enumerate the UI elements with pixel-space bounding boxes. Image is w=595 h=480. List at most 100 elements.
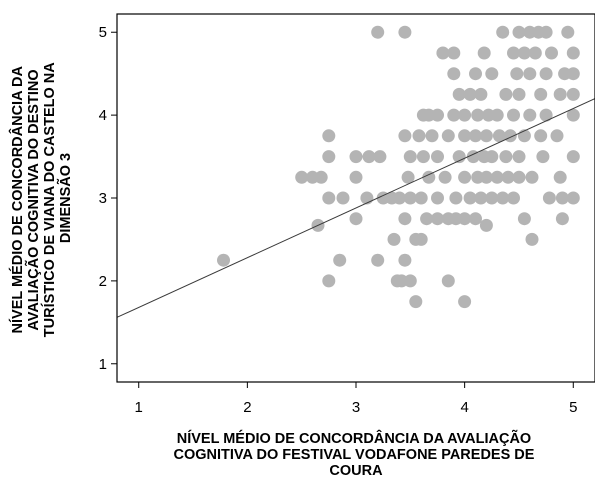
data-point	[393, 191, 406, 205]
data-point	[371, 25, 385, 39]
x-tick-label: 3	[352, 399, 360, 416]
data-point	[539, 67, 553, 81]
data-point	[525, 232, 539, 246]
data-point	[436, 46, 450, 60]
data-point	[474, 191, 488, 205]
data-point	[471, 108, 485, 122]
data-point	[553, 87, 567, 101]
data-point	[349, 150, 363, 164]
data-point	[431, 191, 444, 205]
data-point	[555, 212, 569, 226]
data-point	[512, 87, 526, 101]
data-points	[217, 25, 580, 309]
data-point	[295, 170, 309, 184]
data-point	[401, 170, 415, 184]
data-point	[452, 87, 466, 101]
data-point	[555, 191, 569, 205]
data-point	[449, 191, 463, 205]
data-point	[422, 170, 436, 184]
data-point	[469, 129, 482, 143]
data-point	[536, 150, 550, 164]
x-tick-label: 2	[243, 399, 251, 416]
data-point	[458, 129, 472, 143]
data-point	[414, 232, 428, 246]
plot-frame	[116, 13, 595, 383]
data-point	[512, 25, 526, 39]
data-point	[431, 212, 444, 226]
data-point	[403, 150, 417, 164]
data-point	[398, 25, 412, 39]
y-tick-label: 5	[99, 24, 107, 41]
data-point	[322, 274, 336, 288]
y-axis-ticks: 1 2 3 4 5	[99, 24, 117, 373]
data-point	[479, 129, 493, 143]
data-point	[371, 253, 385, 267]
data-point	[566, 150, 580, 164]
data-point	[322, 150, 336, 164]
data-point	[349, 212, 363, 226]
data-point	[469, 67, 482, 81]
data-point	[416, 150, 430, 164]
data-point	[458, 295, 472, 309]
data-point	[534, 87, 548, 101]
y-axis-title-line-4: DIMENSÃO 3	[56, 153, 74, 243]
data-point	[550, 129, 564, 143]
x-tick-label: 1	[135, 399, 143, 416]
data-point	[566, 46, 580, 60]
data-point	[539, 25, 553, 39]
data-point	[501, 170, 515, 184]
data-point	[412, 129, 426, 143]
data-point	[477, 46, 491, 60]
data-point	[336, 191, 350, 205]
data-point	[507, 191, 520, 205]
data-point	[441, 274, 455, 288]
data-point	[398, 129, 412, 143]
data-point	[517, 46, 531, 60]
data-point	[545, 46, 558, 60]
data-point	[447, 108, 461, 122]
data-point	[447, 46, 461, 60]
data-point	[512, 150, 526, 164]
data-point	[469, 212, 482, 226]
data-point	[523, 67, 537, 81]
data-point	[447, 67, 461, 81]
data-point	[490, 170, 504, 184]
data-point	[373, 150, 387, 164]
data-point	[510, 67, 524, 81]
data-point	[431, 150, 444, 164]
data-point	[349, 170, 363, 184]
data-point	[490, 108, 504, 122]
data-point	[485, 150, 499, 164]
regression-line	[116, 98, 595, 318]
data-point	[566, 108, 580, 122]
data-point	[539, 108, 553, 122]
data-point	[496, 191, 510, 205]
data-point	[517, 212, 531, 226]
data-point	[512, 170, 526, 184]
data-point	[463, 87, 477, 101]
data-point	[503, 129, 517, 143]
data-point	[566, 191, 580, 205]
data-point	[553, 170, 567, 184]
data-point	[398, 212, 412, 226]
data-point	[466, 150, 480, 164]
x-tick-label: 5	[569, 399, 577, 416]
y-axis-title-line-2: AVALIAÇÃO COGNITIVA DO DESTINO	[24, 69, 42, 330]
x-axis-ticks: 1 2 3 4 5	[135, 382, 577, 416]
data-point	[438, 170, 452, 184]
data-point	[333, 253, 347, 267]
data-point	[566, 87, 580, 101]
data-point	[463, 191, 477, 205]
y-tick-label: 3	[99, 190, 107, 207]
data-point	[566, 67, 580, 81]
y-tick-label: 2	[99, 273, 107, 290]
data-point	[458, 212, 472, 226]
data-point	[479, 170, 493, 184]
data-point	[452, 150, 466, 164]
data-point	[561, 25, 575, 39]
data-point	[525, 170, 539, 184]
data-point	[499, 150, 513, 164]
x-axis-title-line-2: COGNITIVA DO FESTIVAL VODAFONE PAREDES D…	[174, 447, 535, 463]
data-point	[492, 129, 506, 143]
